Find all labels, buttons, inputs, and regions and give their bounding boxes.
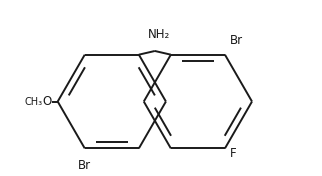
Text: F: F <box>230 147 236 160</box>
Text: O: O <box>42 95 52 108</box>
Text: Br: Br <box>230 34 243 47</box>
Text: NH₂: NH₂ <box>147 28 170 41</box>
Text: CH₃: CH₃ <box>25 96 43 106</box>
Text: Br: Br <box>78 159 91 172</box>
